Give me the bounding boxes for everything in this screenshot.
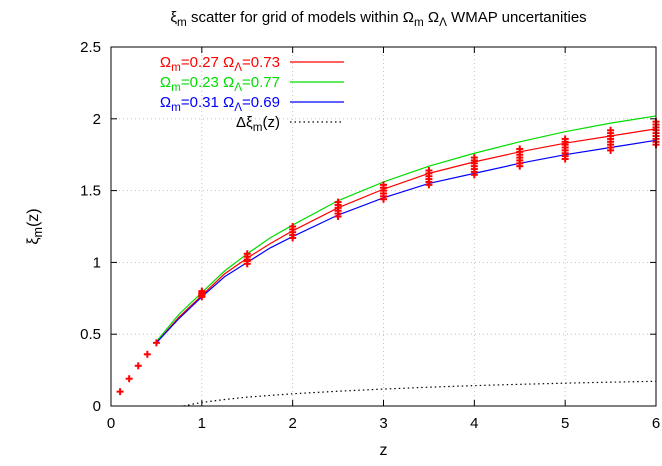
text-part: =0.77 xyxy=(242,74,280,91)
text-part: ξ xyxy=(25,237,42,244)
text-part: Ω xyxy=(160,54,171,71)
text-part: =0.23 Ω xyxy=(181,74,234,91)
x-tick-label: 6 xyxy=(652,415,660,432)
text-part: =0.73 xyxy=(242,54,280,71)
subscript-part: m xyxy=(253,121,263,134)
scatter-point xyxy=(334,198,342,206)
y-tick-label: 2.5 xyxy=(80,39,101,56)
scatter-point xyxy=(198,287,206,295)
legend-label-3: Δξm(z) xyxy=(236,114,280,134)
subscript-part: Λ xyxy=(234,61,242,74)
subscript-part: m xyxy=(31,227,45,237)
text-part: Ω xyxy=(160,74,171,91)
y-tick-label: 0.5 xyxy=(80,326,101,343)
scatter-point xyxy=(152,339,160,347)
subscript-part: Λ xyxy=(234,101,242,114)
subscript-part: m xyxy=(171,81,181,94)
legend-label-2: Ωm=0.31 ΩΛ=0.69 xyxy=(160,94,280,114)
subscript-part: m xyxy=(171,61,181,74)
subscript-part: Λ xyxy=(439,16,447,29)
chart-title: ξm scatter for grid of models within Ωm … xyxy=(170,9,586,29)
legend-label-0: Ωm=0.27 ΩΛ=0.73 xyxy=(160,54,280,74)
y-tick-label: 1.5 xyxy=(80,183,101,200)
scatter-point xyxy=(607,126,615,134)
scatter-point xyxy=(380,181,387,189)
text-part: =0.27 Ω xyxy=(181,54,234,71)
legend-label-1: Ωm=0.23 ΩΛ=0.77 xyxy=(160,74,280,94)
scatter-point xyxy=(425,166,433,174)
subscript-part: m xyxy=(177,16,187,29)
x-tick-label: 2 xyxy=(288,415,296,432)
series-line-3 xyxy=(183,380,657,407)
axis-ticks: 0 1 2 3 4 5 6 0 0.5 1 1.5 2 2.5 xyxy=(80,39,660,432)
x-tick-label: 3 xyxy=(379,415,387,432)
scatter-point xyxy=(470,154,478,162)
x-tick-label: 5 xyxy=(561,415,569,432)
x-axis-label: z xyxy=(380,442,388,459)
text-part: =0.31 Ω xyxy=(181,94,234,111)
scatter-point xyxy=(516,145,524,153)
scatter-point xyxy=(116,388,124,396)
text-part: Δξ xyxy=(236,114,253,131)
scatter-point xyxy=(143,350,151,358)
scatter-point xyxy=(243,250,251,258)
text-part: Ω xyxy=(424,9,439,26)
x-tick-label: 0 xyxy=(107,415,115,432)
subscript-part: m xyxy=(414,16,424,29)
text-part: scatter for grid of models within Ω xyxy=(187,9,414,26)
text-part: ξ xyxy=(170,9,177,26)
subscript-part: Λ xyxy=(234,81,242,94)
text-part: (z) xyxy=(25,208,42,227)
y-axis-label: ξm(z) xyxy=(25,208,45,244)
text-part: WMAP uncertanities xyxy=(447,9,587,26)
text-part: (z) xyxy=(263,114,281,131)
scatter-point xyxy=(289,223,297,230)
text-part: =0.69 xyxy=(242,94,280,111)
x-tick-label: 1 xyxy=(198,415,206,432)
text-part: Ω xyxy=(160,94,171,111)
y-tick-label: 2 xyxy=(93,111,101,128)
scatter-point xyxy=(125,375,133,383)
scatter-point xyxy=(134,362,142,370)
x-tick-label: 4 xyxy=(470,415,478,432)
y-tick-label: 0 xyxy=(93,398,101,415)
subscript-part: m xyxy=(171,101,181,114)
y-tick-label: 1 xyxy=(93,254,101,271)
scatter-point xyxy=(561,135,569,143)
